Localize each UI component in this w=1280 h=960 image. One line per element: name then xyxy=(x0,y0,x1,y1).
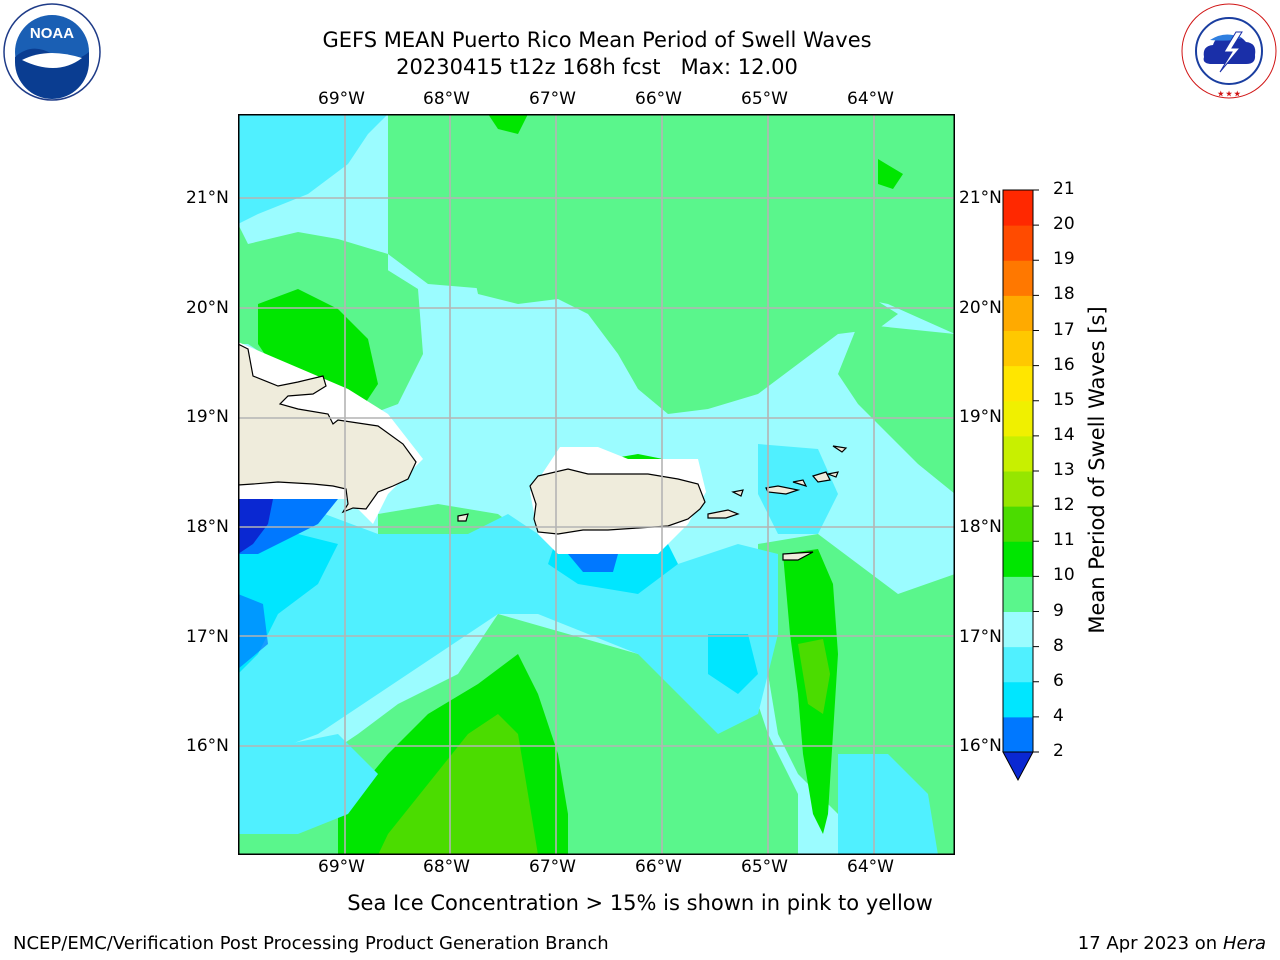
colorbar-tick-label: 17 xyxy=(1053,319,1075,340)
colorbar-tick-label: 8 xyxy=(1053,635,1064,656)
lon-label-bottom: 67°W xyxy=(529,857,576,877)
colorbar-tick-label: 13 xyxy=(1053,460,1075,480)
colorbar-label: Mean Period of Swell Waves [s] xyxy=(1085,306,1109,634)
lat-label-left: 16°N xyxy=(186,736,229,756)
colorbar-tick-label: 14 xyxy=(1053,424,1075,445)
colorbar xyxy=(1002,186,1042,786)
colorbar-segment xyxy=(1003,646,1033,683)
machine-name: Hera xyxy=(1222,933,1266,954)
lat-label-left: 19°N xyxy=(186,407,229,427)
lon-label-top: 67°W xyxy=(529,89,576,109)
colorbar-segment xyxy=(1003,190,1033,226)
lon-label-top: 65°W xyxy=(741,89,788,109)
sea-ice-note: Sea Ice Concentration > 15% is shown in … xyxy=(347,891,933,915)
colorbar-segment xyxy=(1003,576,1033,612)
graticule xyxy=(238,114,955,855)
colorbar-tick-label: 9 xyxy=(1053,600,1064,621)
lon-label-bottom: 69°W xyxy=(318,857,365,877)
map-title-line2: 20230415 t12z 168h fcst Max: 12.00 xyxy=(396,55,798,79)
noaa-logo: NOAA xyxy=(2,2,102,102)
lat-label-right: 17°N xyxy=(959,627,1002,647)
colorbar-tick-label: 10 xyxy=(1053,565,1075,586)
lat-label-left: 20°N xyxy=(186,298,229,318)
colorbar-segment xyxy=(1003,365,1033,402)
lat-label-right: 16°N xyxy=(959,736,1002,756)
lon-label-bottom: 68°W xyxy=(423,857,470,877)
colorbar-segment xyxy=(1003,611,1033,648)
lon-label-bottom: 66°W xyxy=(635,857,682,877)
lat-label-right: 20°N xyxy=(959,298,1002,318)
lon-label-top: 66°W xyxy=(635,89,682,109)
colorbar-segment xyxy=(1003,295,1033,331)
swell-period-map xyxy=(237,114,955,855)
colorbar-tick-label: 19 xyxy=(1053,249,1075,270)
colorbar-tick-label: 6 xyxy=(1053,670,1064,691)
colorbar-segment xyxy=(1003,541,1033,577)
colorbar-segment xyxy=(1003,506,1033,542)
lon-label-top: 64°W xyxy=(847,89,894,109)
lat-label-right: 19°N xyxy=(959,407,1002,427)
colorbar-tick-label: 16 xyxy=(1053,354,1075,375)
colorbar-extend-triangle xyxy=(1002,751,1034,782)
map-border xyxy=(238,114,955,855)
colorbar-tick-label: 18 xyxy=(1053,284,1075,305)
small-islands xyxy=(457,445,848,561)
noaa-logo-text: NOAA xyxy=(30,25,74,42)
colorbar-tick-label: 15 xyxy=(1053,389,1075,410)
colorbar-segment xyxy=(1003,435,1033,472)
lat-label-left: 21°N xyxy=(186,188,229,208)
colorbar-tick-label: 12 xyxy=(1053,495,1075,516)
nws-logo: ★ ★ ★ xyxy=(1180,2,1278,100)
lon-label-bottom: 64°W xyxy=(847,857,894,877)
lat-label-right: 18°N xyxy=(959,517,1002,537)
colorbar-segment xyxy=(1003,471,1033,507)
colorbar-segment xyxy=(1003,716,1033,753)
colorbar-segment xyxy=(1003,260,1033,296)
issue-date-text: 17 Apr 2023 on xyxy=(1077,933,1223,954)
hispaniola-land xyxy=(237,343,417,514)
lon-label-top: 69°W xyxy=(318,89,365,109)
svg-text:★ ★ ★: ★ ★ ★ xyxy=(1218,90,1241,98)
lon-label-bottom: 65°W xyxy=(741,857,788,877)
colorbar-tick-label: 20 xyxy=(1053,214,1075,235)
colorbar-tick-label: 2 xyxy=(1053,741,1064,761)
colorbar-tick-label: 11 xyxy=(1053,530,1075,551)
lat-label-left: 17°N xyxy=(186,627,229,647)
colorbar-tick-label: 21 xyxy=(1053,179,1075,199)
lat-label-right: 21°N xyxy=(959,188,1002,208)
colorbar-segment xyxy=(1003,225,1033,261)
colorbar-segment xyxy=(1003,681,1033,718)
field-11-12s xyxy=(378,639,830,855)
colorbar-tick-label: 4 xyxy=(1053,705,1064,726)
lat-label-left: 18°N xyxy=(186,517,229,537)
colorbar-segment xyxy=(1003,400,1033,437)
field-6-8s xyxy=(238,114,938,855)
issue-date: 17 Apr 2023 on Hera xyxy=(1078,933,1266,955)
producer-credit: NCEP/EMC/Verification Post Processing Pr… xyxy=(13,933,609,954)
lon-label-top: 68°W xyxy=(423,89,470,109)
colorbar-segment xyxy=(1003,330,1033,367)
map-title-line1: GEFS MEAN Puerto Rico Mean Period of Swe… xyxy=(322,28,872,52)
